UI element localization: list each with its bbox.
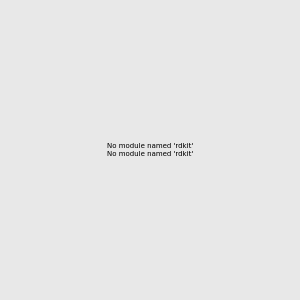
- Text: No module named 'rdkit'
No module named 'rdkit': No module named 'rdkit' No module named …: [107, 143, 193, 157]
